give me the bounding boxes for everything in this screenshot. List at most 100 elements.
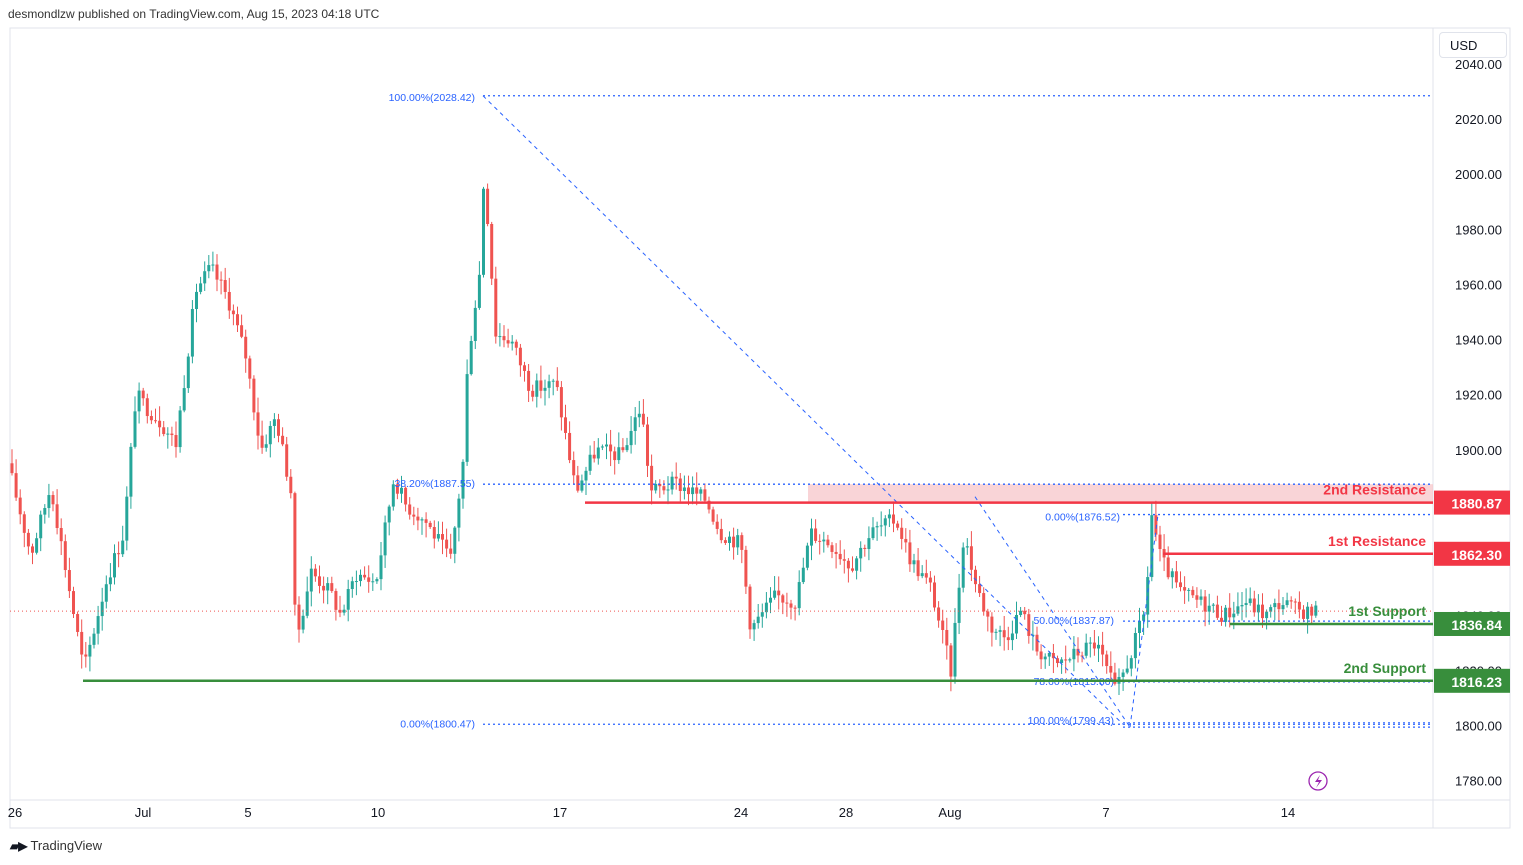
candle-up [346, 589, 350, 610]
y-tick-label: 1940.00 [1455, 333, 1502, 348]
currency-selector[interactable]: USD [1439, 32, 1507, 58]
price-badge [1434, 611, 1510, 636]
candle-down [568, 432, 572, 461]
x-tick-label: 26 [8, 805, 22, 820]
candle-up [1097, 644, 1100, 649]
candle-up [1138, 620, 1141, 634]
candle-down [1195, 595, 1199, 600]
candle-up [420, 519, 424, 521]
candle-up [482, 188, 485, 275]
candle-down [158, 420, 162, 428]
candle-up [166, 433, 170, 435]
candle-down [1166, 557, 1170, 578]
candle-down [740, 535, 744, 550]
candle-up [272, 419, 276, 426]
lightning-icon[interactable] [1308, 771, 1328, 791]
candle-down [592, 454, 596, 459]
candle-up [883, 518, 887, 526]
candle-down [838, 553, 842, 560]
candle-up [625, 445, 629, 451]
candle-down [1203, 596, 1207, 612]
candle-down [22, 514, 26, 533]
candle-up [498, 336, 502, 338]
candle-up [264, 444, 268, 448]
candle-down [818, 540, 822, 542]
fib-label: 0.00%(1800.47) [400, 718, 475, 730]
candle-up [465, 374, 469, 462]
candle-down [908, 542, 912, 565]
candle-down [330, 583, 334, 592]
candle-down [1174, 571, 1178, 583]
candle-down [494, 278, 498, 337]
candle-down [707, 500, 711, 510]
candle-down [748, 586, 752, 630]
candle-up [1146, 577, 1150, 615]
candle-down [933, 582, 936, 608]
candle-down [395, 484, 399, 494]
candle-down [31, 546, 34, 553]
candle-up [596, 447, 600, 459]
candle-down [367, 577, 371, 582]
candle-down [1006, 637, 1010, 641]
candle-down [244, 336, 248, 359]
candle-up [691, 487, 695, 495]
candle-up [797, 582, 801, 609]
candle-up [113, 553, 116, 578]
support-label: 2nd Support [1344, 660, 1427, 676]
y-tick-label: 1780.00 [1455, 774, 1502, 789]
candle-down [555, 380, 559, 388]
candle-up [764, 602, 768, 613]
candle-down [732, 536, 736, 548]
candle-up [756, 616, 760, 624]
candle-up [400, 487, 403, 494]
footer-brand[interactable]: ▰▶ TradingView [10, 838, 102, 853]
candle-up [1072, 648, 1076, 660]
candle-down [149, 416, 153, 421]
candle-down [904, 538, 908, 543]
candle-up [1265, 611, 1269, 619]
candle-up [1060, 659, 1064, 664]
candle-down [814, 528, 818, 541]
candle-up [268, 425, 272, 445]
candle-up [1273, 603, 1277, 608]
candle-up [633, 417, 637, 431]
candle-down [695, 487, 699, 494]
candle-down [424, 519, 428, 523]
candle-down [1109, 666, 1113, 673]
candle-up [96, 616, 100, 634]
candle-up [108, 577, 112, 585]
candle-up [875, 526, 879, 528]
candle-down [412, 514, 416, 517]
candle-down [1035, 634, 1039, 652]
candle-down [1158, 534, 1162, 550]
candle-up [1047, 653, 1051, 657]
fib-label: 50.00%(1837.87) [1033, 615, 1114, 627]
candle-down [227, 291, 231, 311]
candle-up [92, 633, 96, 645]
candle-up [760, 612, 764, 617]
candle-down [744, 549, 748, 587]
candle-down [711, 509, 715, 522]
candle-up [195, 291, 198, 310]
candle-down [1076, 648, 1080, 656]
candle-down [1105, 654, 1109, 667]
candle-up [728, 536, 731, 543]
candle-up [617, 447, 621, 461]
candle-down [621, 447, 625, 451]
candle-down [67, 570, 71, 592]
candle-up [1084, 642, 1088, 656]
candle-down [650, 465, 654, 491]
candle-down [613, 451, 617, 461]
candle-down [84, 654, 88, 657]
candle-down [1023, 610, 1027, 615]
candle-down [256, 412, 260, 436]
candle-down [76, 614, 80, 632]
candle-down [1297, 601, 1301, 610]
candle-down [715, 521, 719, 529]
candle-up [1015, 614, 1018, 634]
candle-up [305, 591, 309, 616]
candle-up [182, 388, 186, 411]
candle-up [1133, 633, 1137, 659]
candle-down [834, 551, 838, 554]
